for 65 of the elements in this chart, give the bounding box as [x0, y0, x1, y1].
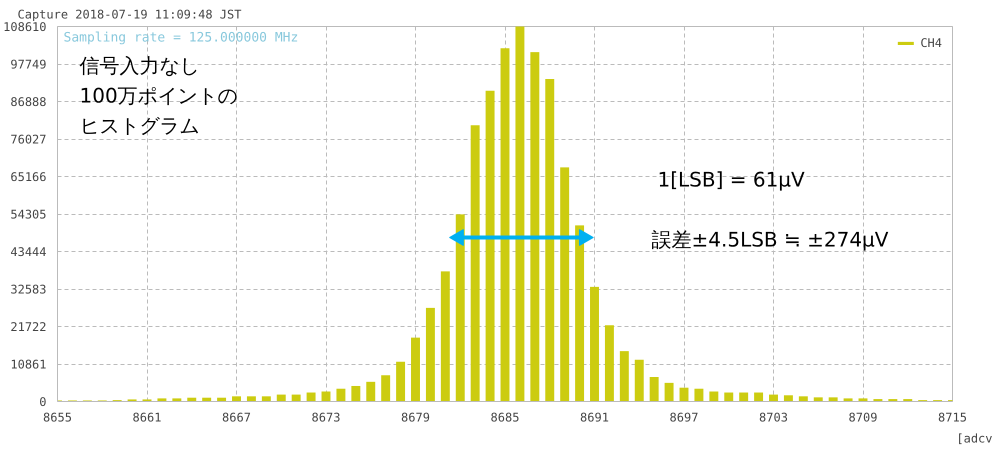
bar: [500, 48, 510, 402]
y-tick-label: 32583: [10, 282, 46, 296]
y-tick-label: 76027: [10, 132, 46, 146]
bar: [336, 388, 346, 402]
y-tick-label: 21722: [10, 320, 46, 334]
bar: [366, 382, 376, 402]
bar: [351, 386, 360, 402]
x-tick-label: 8691: [580, 410, 609, 424]
bar: [680, 388, 688, 402]
y-tick-label: 97749: [10, 58, 46, 72]
bar: [575, 225, 584, 402]
x-axis-title: [adcv: [956, 432, 992, 446]
bar: [620, 351, 629, 402]
bar: [292, 394, 301, 402]
bar: [709, 391, 718, 402]
annotation: 100万ポイントの: [80, 84, 238, 108]
bar: [202, 398, 212, 402]
x-tick-label: 8715: [938, 410, 967, 424]
annotation: 信号入力なし: [80, 54, 200, 78]
bar: [306, 392, 316, 402]
x-tick-label: 8703: [759, 410, 788, 424]
annotation: 誤差±4.5LSB ≒ ±274μV: [652, 228, 889, 252]
bar: [411, 338, 420, 402]
x-tick-label: 8667: [222, 410, 251, 424]
y-tick-label: 54305: [10, 208, 46, 222]
x-tick-label: 8685: [490, 410, 520, 424]
bar: [590, 286, 599, 402]
x-tick-label: 8679: [401, 410, 430, 424]
annotation: Sampling rate = 125.000000 MHz: [64, 30, 298, 46]
bar: [739, 392, 748, 402]
bar: [470, 125, 480, 402]
legend-label: CH4: [920, 36, 942, 50]
bar: [724, 392, 734, 402]
x-tick-label: 8673: [312, 410, 340, 424]
x-tick-label: 8709: [848, 410, 878, 424]
y-tick-label: 108610: [3, 20, 47, 34]
y-tick-label: 10861: [10, 358, 46, 372]
bar: [604, 325, 614, 402]
bar: [396, 362, 406, 402]
bar: [426, 308, 435, 402]
bar: [634, 360, 644, 402]
bar: [545, 79, 554, 402]
bar: [530, 52, 540, 402]
annotation: ヒストグラム: [80, 114, 200, 138]
bar: [515, 26, 524, 402]
annotation: 1[LSB] = 61μV: [658, 168, 806, 192]
bar: [322, 391, 330, 402]
bar: [560, 167, 570, 402]
bar: [769, 394, 778, 402]
y-tick-label: 65166: [10, 170, 46, 184]
chart-title: Capture 2018-07-19 11:09:48 JST: [18, 8, 242, 22]
bar: [694, 388, 704, 402]
x-tick-label: 8697: [670, 410, 698, 424]
x-tick-label: 8655: [43, 410, 72, 424]
bar: [440, 271, 450, 402]
bar: [650, 376, 659, 402]
y-tick-label: 43444: [10, 245, 46, 259]
bar: [754, 392, 764, 402]
bar: [664, 382, 674, 402]
bar: [217, 398, 226, 402]
y-tick-label: 0: [39, 395, 47, 409]
bar: [486, 90, 495, 402]
bar: [381, 375, 390, 402]
x-tick-label: 8661: [132, 410, 162, 424]
y-tick-label: 86888: [10, 95, 46, 109]
